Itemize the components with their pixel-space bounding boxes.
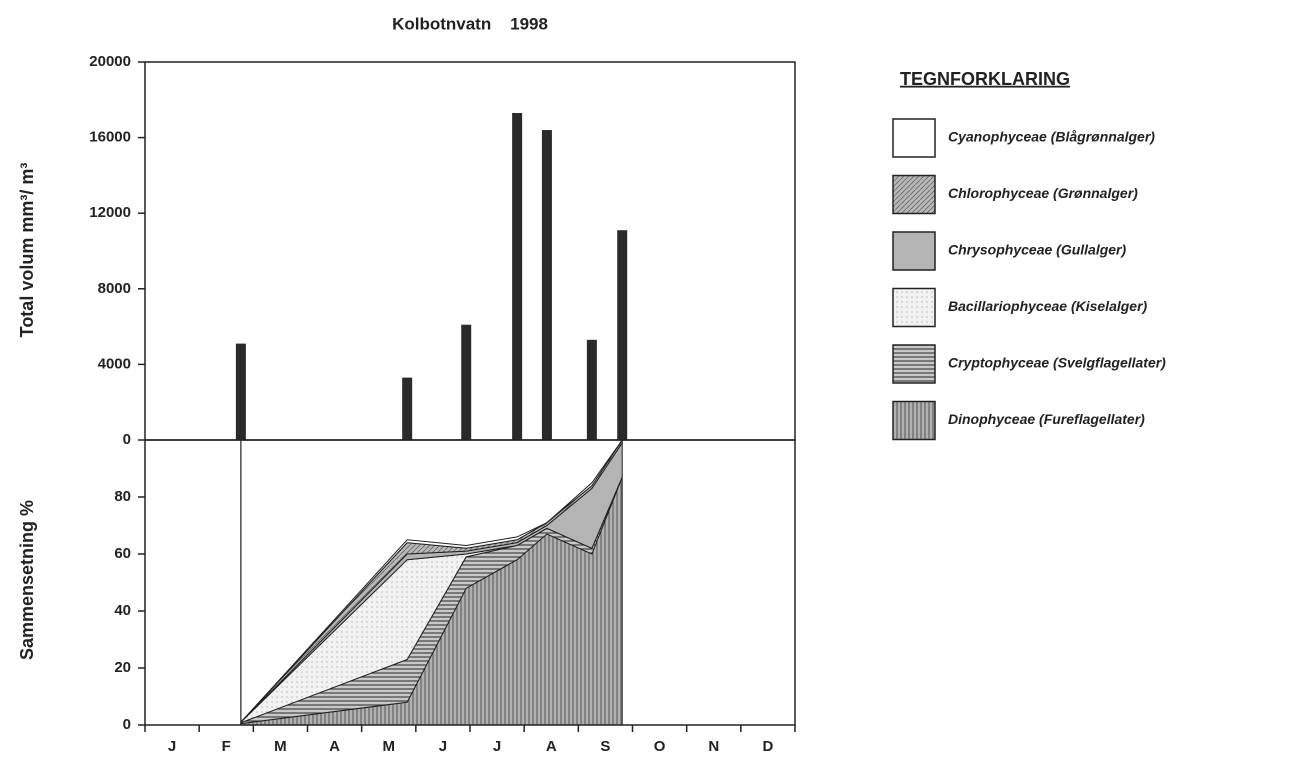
- y-tick-label: 40: [114, 602, 131, 619]
- y-tick-label: 0: [123, 431, 131, 448]
- bar: [402, 377, 413, 440]
- y-tick-label: 16000: [89, 129, 131, 146]
- legend-label: Dinophyceae (Fureflagellater): [948, 411, 1145, 427]
- legend-swatch: [892, 118, 936, 158]
- legend-swatch: [892, 287, 936, 328]
- x-tick-label: J: [493, 738, 501, 755]
- legend-title: TEGNFORKLARING: [900, 69, 1070, 89]
- y-tick-label: 12000: [89, 204, 131, 221]
- legend-label: Bacillariophyceae (Kiselalger): [948, 298, 1148, 314]
- x-tick-label: A: [546, 738, 557, 755]
- legend-swatch: [892, 231, 936, 271]
- legend-label: Cryptophyceae (Svelgflagellater): [948, 355, 1166, 371]
- x-tick-label: F: [222, 738, 231, 755]
- y-axis-label: Sammensetning %: [17, 500, 37, 660]
- bar: [617, 230, 628, 440]
- legend-swatch: [892, 174, 936, 215]
- legend-label: Cyanophyceae (Blågrønnalger): [948, 129, 1155, 145]
- y-tick-label: 8000: [98, 280, 131, 297]
- y-tick-label: 80: [114, 488, 131, 505]
- x-tick-label: D: [762, 738, 773, 755]
- y-tick-label: 20000: [89, 53, 131, 70]
- chart-title: Kolbotnvatn 1998: [392, 14, 548, 33]
- x-tick-label: M: [274, 738, 287, 755]
- legend-swatch: [892, 344, 936, 384]
- x-tick-label: J: [168, 738, 176, 755]
- bar: [586, 339, 597, 440]
- x-tick-label: N: [708, 738, 719, 755]
- x-tick-label: J: [439, 738, 447, 755]
- bar: [541, 130, 552, 441]
- y-tick-label: 4000: [98, 355, 131, 372]
- x-tick-label: A: [329, 738, 340, 755]
- legend-label: Chlorophyceae (Grønnalger): [948, 185, 1138, 201]
- legend-label: Chrysophyceae (Gullalger): [948, 242, 1127, 258]
- bar: [512, 113, 523, 440]
- legend-swatch: [892, 400, 936, 441]
- y-tick-label: 60: [114, 545, 131, 562]
- x-tick-label: M: [383, 738, 396, 755]
- x-tick-label: O: [654, 738, 666, 755]
- y-tick-label: 0: [123, 716, 131, 733]
- x-tick-label: S: [600, 738, 610, 755]
- y-tick-label: 20: [114, 659, 131, 676]
- plot-frame: [144, 439, 796, 726]
- bar: [235, 343, 246, 440]
- y-axis-label: Total volum mm³/ m³: [17, 163, 37, 338]
- bar: [461, 324, 472, 440]
